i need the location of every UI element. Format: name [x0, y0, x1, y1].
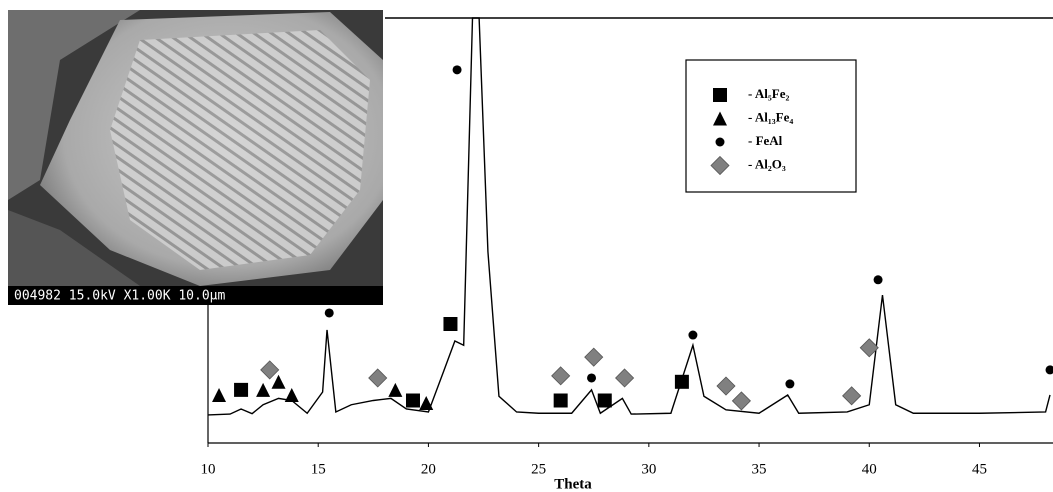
marker-diamond — [843, 387, 861, 405]
marker-square — [443, 317, 457, 331]
legend-box — [686, 60, 856, 192]
marker-square — [713, 88, 727, 102]
marker-diamond — [717, 377, 735, 395]
marker-diamond — [732, 392, 750, 410]
x-tick-label: 10 — [201, 461, 216, 477]
marker-circle — [688, 331, 697, 340]
marker-diamond — [616, 369, 634, 387]
marker-triangle — [272, 375, 286, 389]
marker-circle — [1046, 365, 1053, 374]
chart: Theta 10 15 20 25 30 35 40 45 - Al₅Fe₂ - Al₁₃Fe₄… — [0, 0, 1053, 492]
marker-square — [598, 394, 612, 408]
marker-triangle — [285, 388, 299, 402]
marker-square — [234, 383, 248, 397]
x-tick-label: 40 — [862, 461, 877, 477]
x-tick-label: 20 — [421, 461, 436, 477]
marker-diamond — [261, 361, 279, 379]
marker-triangle — [212, 388, 226, 402]
x-tick-label: 35 — [752, 461, 767, 477]
x-axis-label: Theta — [554, 476, 592, 492]
marker-diamond — [552, 367, 570, 385]
marker-diamond — [585, 348, 603, 366]
marker-square — [554, 394, 568, 408]
marker-circle — [587, 373, 596, 382]
legend: - Al₅Fe₂ - Al₁₃Fe₄ - FeAl - Al₂O₃ — [686, 60, 856, 192]
x-tick-label: 30 — [641, 461, 656, 477]
marker-triangle — [388, 383, 402, 397]
x-tick-label: 15 — [311, 461, 326, 477]
marker-circle — [325, 308, 334, 317]
legend-label: - FeAl — [748, 133, 783, 148]
marker-diamond — [369, 369, 387, 387]
marker-circle — [785, 379, 794, 388]
legend-label: - Al₅Fe₂ — [748, 86, 789, 101]
inset-caption: 004982 15.0kV X1.00K 10.0µm — [14, 289, 225, 304]
marker-square — [406, 394, 420, 408]
legend-label: - Al₁₃Fe₄ — [748, 109, 793, 124]
marker-circle — [453, 65, 462, 74]
legend-label: - Al₂O₃ — [748, 156, 786, 171]
marker-circle — [874, 275, 883, 284]
marker-square — [675, 375, 689, 389]
x-tick-label: 25 — [531, 461, 546, 477]
marker-triangle — [256, 383, 270, 397]
sem-inset: 004982 15.0kV X1.00K 10.0µm — [8, 10, 383, 305]
marker-circle — [716, 138, 725, 147]
x-tick-label: 45 — [972, 461, 987, 477]
